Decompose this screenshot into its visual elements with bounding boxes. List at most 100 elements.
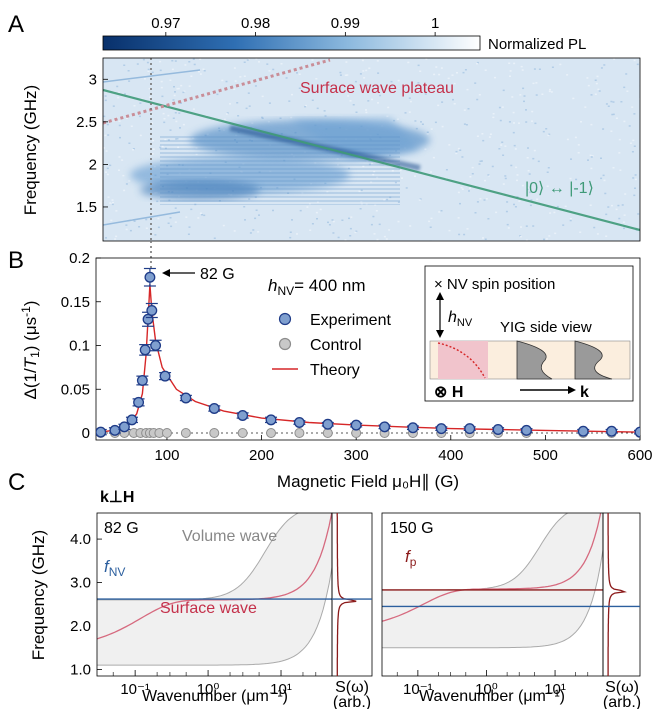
dispersion-xtick-label: 10⁰ <box>197 681 220 698</box>
volume-mode-profile-2 <box>574 340 613 380</box>
experiment-point <box>136 375 148 386</box>
noise-pixel <box>258 214 260 216</box>
relaxation-x-ticks: 100 200 300 400 500 600 <box>154 435 653 464</box>
inset-height: hNV <box>448 309 473 329</box>
noise-pixel <box>148 87 151 90</box>
noise-pixel <box>349 235 352 237</box>
noise-pixel <box>306 206 309 208</box>
volume-wave-label: Volume wave <box>182 528 277 545</box>
control-point <box>237 428 248 438</box>
noise-pixel <box>462 71 465 74</box>
noise-pixel <box>468 190 470 192</box>
spectrum-curve-150g <box>607 513 627 677</box>
noise-pixel <box>409 225 412 227</box>
noise-pixel <box>169 217 172 219</box>
noise-pixel <box>199 73 202 75</box>
noise-pixel <box>315 78 318 80</box>
noise-pixel <box>607 206 610 208</box>
noise-pixel <box>104 134 107 137</box>
noise-pixel <box>498 106 501 109</box>
noise-pixel <box>519 235 522 237</box>
heatmap-y-ticks: 1.5 2 2.5 3 <box>76 71 108 216</box>
noise-pixel <box>175 120 178 123</box>
noise-pixel <box>461 188 464 190</box>
peak-arrowhead <box>162 269 170 277</box>
noise-pixel <box>414 175 416 177</box>
noise-pixel <box>125 228 128 231</box>
noise-pixel <box>523 95 526 97</box>
noise-pixel <box>327 221 329 224</box>
noise-pixel <box>525 109 527 111</box>
noise-pixel <box>147 68 150 71</box>
noise-pixel <box>311 223 314 225</box>
noise-pixel <box>117 96 120 99</box>
dispersion-ytick-label: 1.0 <box>70 661 91 678</box>
noise-pixel <box>537 160 540 163</box>
noise-pixel <box>501 106 504 108</box>
noise-pixel <box>149 96 152 98</box>
colorbar: 0.97 0.98 0.99 1 Normalized PL <box>102 15 586 53</box>
noise-pixel <box>441 125 444 128</box>
noise-pixel <box>430 128 433 130</box>
noise-pixel <box>587 84 590 87</box>
plateau-label: Surface wave plateau <box>300 80 454 97</box>
noise-pixel <box>387 106 390 109</box>
noise-pixel <box>506 223 509 226</box>
noise-pixel <box>500 144 503 146</box>
noise-pixel <box>169 129 172 131</box>
noise-pixel <box>600 67 603 69</box>
noise-pixel <box>248 105 251 107</box>
noise-pixel <box>498 148 501 150</box>
heatmap-ytick-label: 3 <box>89 71 97 88</box>
noise-pixel <box>633 113 636 115</box>
noise-pixel <box>589 154 592 157</box>
noise-pixel <box>639 60 640 63</box>
noise-pixel <box>365 109 367 111</box>
noise-pixel <box>190 75 193 77</box>
noise-pixel <box>543 238 545 241</box>
noise-pixel <box>106 173 109 176</box>
noise-pixel <box>304 105 307 108</box>
noise-pixel <box>590 156 593 158</box>
noise-pixel <box>479 198 482 200</box>
dispersion-xtick-label: 10⁰ <box>475 681 498 698</box>
noise-pixel <box>311 99 314 101</box>
noise-pixel <box>514 206 517 208</box>
noise-pixel <box>372 215 375 218</box>
heatmap: 1.5 2 2.5 3 Frequency (GHz) Surface wave pl… <box>21 57 641 242</box>
noise-pixel <box>408 111 411 113</box>
noise-pixel <box>636 63 639 66</box>
noise-pixel <box>128 180 131 182</box>
noise-pixel <box>247 58 250 60</box>
noise-pixel <box>350 216 353 218</box>
noise-pixel <box>466 228 469 230</box>
noise-pixel <box>279 117 282 119</box>
noise-pixel <box>393 119 396 122</box>
noise-pixel <box>174 91 176 93</box>
noise-pixel <box>631 106 634 108</box>
noise-pixel <box>290 116 293 119</box>
relaxation-xtick-label: 300 <box>344 447 369 464</box>
noise-pixel <box>474 82 477 84</box>
noise-pixel <box>562 224 565 226</box>
noise-pixel <box>243 206 246 208</box>
noise-pixel <box>556 205 559 208</box>
experiment-point <box>133 396 145 408</box>
noise-pixel <box>459 149 462 151</box>
noise-pixel <box>177 87 180 90</box>
noise-pixel <box>612 101 615 103</box>
noise-pixel <box>244 219 246 221</box>
noise-pixel <box>116 85 119 88</box>
noise-pixel <box>375 84 378 87</box>
experiment-point <box>144 271 156 283</box>
noise-pixel <box>180 84 183 87</box>
noise-pixel <box>597 88 600 91</box>
noise-pixel <box>125 224 128 226</box>
spectrum-unit-82g: (arb.) <box>333 694 371 709</box>
noise-pixel <box>163 121 166 124</box>
noise-pixel <box>397 79 400 82</box>
noise-pixel <box>261 95 264 98</box>
noise-pixel <box>484 179 486 182</box>
noise-pixel <box>349 100 352 102</box>
dispersion-150g: 10⁻¹ 10⁰ 10¹ 150 G fp Wavenumber (μm⁻¹) S(… <box>381 512 641 711</box>
